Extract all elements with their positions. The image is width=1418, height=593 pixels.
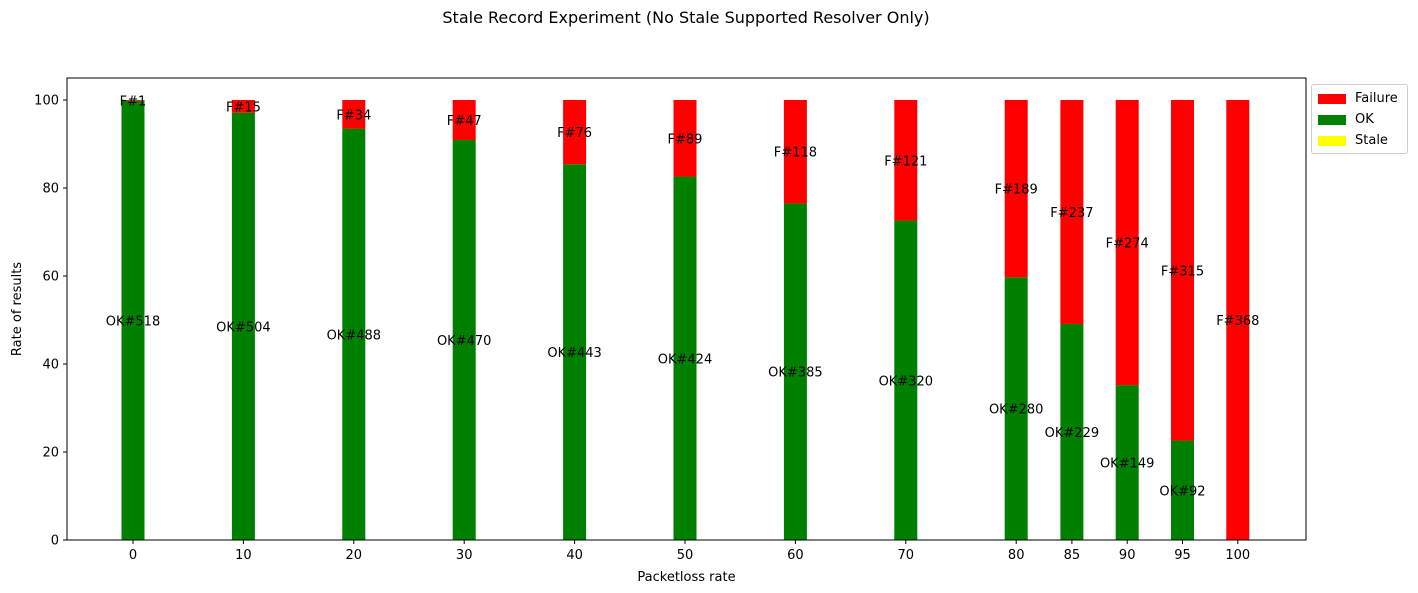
bar-failure-70 bbox=[894, 100, 918, 221]
bar-ok-60 bbox=[783, 203, 807, 540]
y-tick-label-0: 0 bbox=[51, 534, 59, 549]
data-label-failure-95: F#315 bbox=[1161, 264, 1204, 279]
x-tick-label-40: 40 bbox=[566, 548, 583, 563]
legend-label-failure: Failure bbox=[1355, 91, 1398, 106]
data-label-ok-85: OK#229 bbox=[1045, 426, 1099, 441]
bar-ok-0 bbox=[121, 100, 145, 540]
data-label-failure-60: F#118 bbox=[774, 146, 817, 161]
legend-swatch-failure bbox=[1318, 93, 1346, 104]
x-tick-label-20: 20 bbox=[346, 548, 363, 563]
x-tick-label-0: 0 bbox=[129, 548, 137, 563]
x-tick-label-50: 50 bbox=[677, 548, 694, 563]
y-tick-label-60: 60 bbox=[42, 270, 59, 285]
legend-swatch-ok bbox=[1318, 114, 1346, 125]
data-label-failure-80: F#189 bbox=[995, 183, 1038, 198]
y-tick-label-20: 20 bbox=[42, 446, 59, 461]
bar-failure-90 bbox=[1115, 100, 1139, 386]
legend-item-stale: Stale bbox=[1318, 130, 1401, 151]
data-label-failure-40: F#76 bbox=[557, 126, 592, 141]
data-label-ok-90: OK#149 bbox=[1100, 457, 1154, 472]
bar-failure-60 bbox=[783, 100, 807, 204]
x-tick-label-30: 30 bbox=[456, 548, 473, 563]
data-label-ok-30: OK#470 bbox=[437, 334, 491, 349]
x-tick-label-60: 60 bbox=[787, 548, 804, 563]
data-label-ok-70: OK#320 bbox=[879, 374, 933, 389]
x-tick-label-10: 10 bbox=[235, 548, 252, 563]
data-label-ok-0: OK#518 bbox=[106, 314, 160, 329]
bar-failure-0 bbox=[121, 100, 145, 101]
data-label-failure-70: F#121 bbox=[884, 154, 927, 169]
x-tick-label-95: 95 bbox=[1174, 548, 1191, 563]
bar-ok-90 bbox=[1115, 385, 1139, 540]
x-axis-label: Packetloss rate bbox=[637, 570, 735, 585]
data-label-failure-20: F#34 bbox=[336, 108, 371, 123]
chart-title: Stale Record Experiment (No Stale Suppor… bbox=[442, 8, 930, 27]
plot-frame bbox=[66, 77, 1307, 541]
data-label-ok-20: OK#488 bbox=[327, 328, 381, 343]
legend-label-ok: OK bbox=[1355, 112, 1374, 127]
y-tick-label-80: 80 bbox=[42, 182, 59, 197]
bar-failure-40 bbox=[563, 100, 587, 165]
data-label-ok-10: OK#504 bbox=[216, 320, 270, 335]
bar-failure-30 bbox=[452, 100, 476, 141]
data-label-failure-85: F#237 bbox=[1050, 206, 1093, 221]
data-label-failure-0: F#1 bbox=[120, 94, 147, 109]
bar-ok-30 bbox=[452, 140, 476, 541]
bar-failure-80 bbox=[1004, 100, 1028, 278]
data-label-ok-40: OK#443 bbox=[547, 346, 601, 361]
data-label-ok-80: OK#280 bbox=[989, 403, 1043, 418]
data-label-failure-30: F#47 bbox=[447, 114, 482, 129]
x-tick-label-80: 80 bbox=[1008, 548, 1025, 563]
bar-failure-20 bbox=[342, 100, 366, 129]
legend-item-failure: Failure bbox=[1318, 88, 1401, 109]
x-tick-label-85: 85 bbox=[1064, 548, 1081, 563]
bar-ok-85 bbox=[1060, 323, 1084, 540]
bar-ok-70 bbox=[894, 220, 918, 540]
y-tick-label-100: 100 bbox=[34, 94, 59, 109]
legend-label-stale: Stale bbox=[1355, 133, 1388, 148]
bar-failure-50 bbox=[673, 100, 697, 177]
legend-item-ok: OK bbox=[1318, 109, 1401, 130]
bar-ok-40 bbox=[563, 164, 587, 541]
bar-failure-10 bbox=[231, 100, 255, 113]
data-label-ok-50: OK#424 bbox=[658, 352, 712, 367]
data-label-failure-90: F#274 bbox=[1106, 237, 1149, 252]
y-axis-label: Rate of results bbox=[10, 262, 25, 356]
data-label-failure-50: F#89 bbox=[668, 132, 703, 147]
legend-swatch-stale bbox=[1318, 135, 1346, 146]
bar-ok-20 bbox=[342, 128, 366, 540]
bar-ok-50 bbox=[673, 176, 697, 540]
bar-ok-10 bbox=[231, 112, 255, 540]
bar-failure-100 bbox=[1226, 100, 1250, 540]
legend: Failure OK Stale bbox=[1311, 84, 1408, 154]
data-label-ok-95: OK#92 bbox=[1159, 484, 1205, 499]
data-label-failure-100: F#368 bbox=[1216, 314, 1259, 329]
bar-failure-95 bbox=[1171, 100, 1194, 441]
bar-ok-80 bbox=[1004, 277, 1028, 540]
bar-ok-95 bbox=[1171, 440, 1194, 540]
y-tick-label-40: 40 bbox=[42, 358, 59, 373]
bar-failure-85 bbox=[1060, 100, 1084, 324]
x-tick-label-100: 100 bbox=[1225, 548, 1250, 563]
data-label-failure-10: F#15 bbox=[226, 100, 261, 115]
x-tick-label-90: 90 bbox=[1119, 548, 1136, 563]
data-label-ok-60: OK#385 bbox=[768, 366, 822, 381]
x-tick-label-70: 70 bbox=[898, 548, 915, 563]
